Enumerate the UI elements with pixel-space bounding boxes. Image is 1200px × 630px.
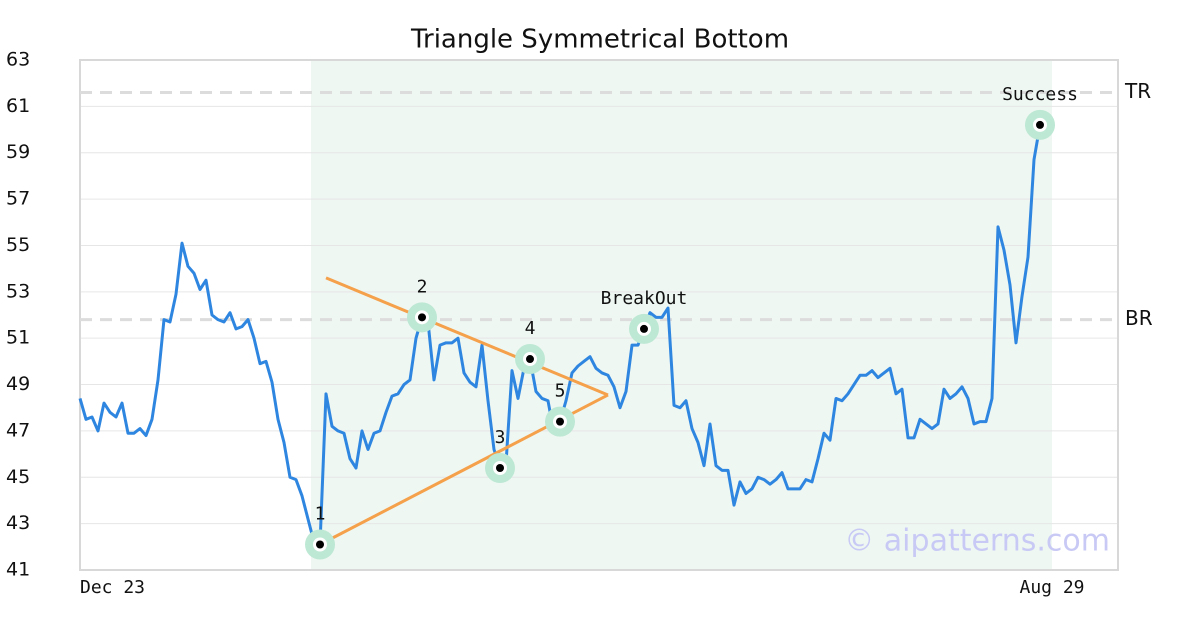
marker-dot [526, 355, 534, 364]
marker-label: Success [1002, 84, 1078, 105]
trend-line [325, 276, 609, 397]
level-label: TR [1124, 79, 1151, 103]
marker-dot [1036, 120, 1044, 129]
y-tick-label: 47 [6, 419, 30, 441]
y-tick-label: 59 [6, 141, 30, 163]
y-tick-label: 41 [6, 559, 30, 581]
y-tick-label: 57 [6, 188, 30, 210]
y-tick-label: 49 [6, 373, 30, 395]
marker-dot [316, 540, 324, 549]
x-tick-label: Aug 29 [1019, 577, 1084, 598]
marker-dot [640, 324, 648, 333]
marker-dot [496, 464, 504, 472]
marker-dot [418, 313, 426, 322]
level-label: BR [1125, 306, 1153, 330]
y-tick-label: 61 [6, 95, 30, 117]
y-tick-label: 53 [6, 280, 30, 302]
marker-dot [556, 417, 564, 426]
x-tick-label: Dec 23 [80, 577, 145, 598]
y-tick-label: 63 [6, 49, 30, 71]
price-line [78, 123, 1052, 546]
marker-label: 1 [315, 504, 326, 525]
y-tick-label: 55 [6, 234, 30, 256]
marker-label: 3 [495, 427, 506, 448]
chart-title: Triangle Symmetrical Bottom [410, 25, 789, 55]
watermark: © aipatterns.com [844, 524, 1110, 559]
marker-label: 2 [417, 276, 428, 297]
y-tick-label: 43 [6, 512, 30, 534]
y-tick-label: 51 [6, 327, 30, 349]
y-tick-label: 45 [6, 466, 30, 488]
marker-label: BreakOut [601, 288, 688, 309]
marker-label: 4 [525, 318, 536, 339]
plot-frame [79, 59, 1119, 571]
marker-label: 5 [555, 381, 566, 402]
